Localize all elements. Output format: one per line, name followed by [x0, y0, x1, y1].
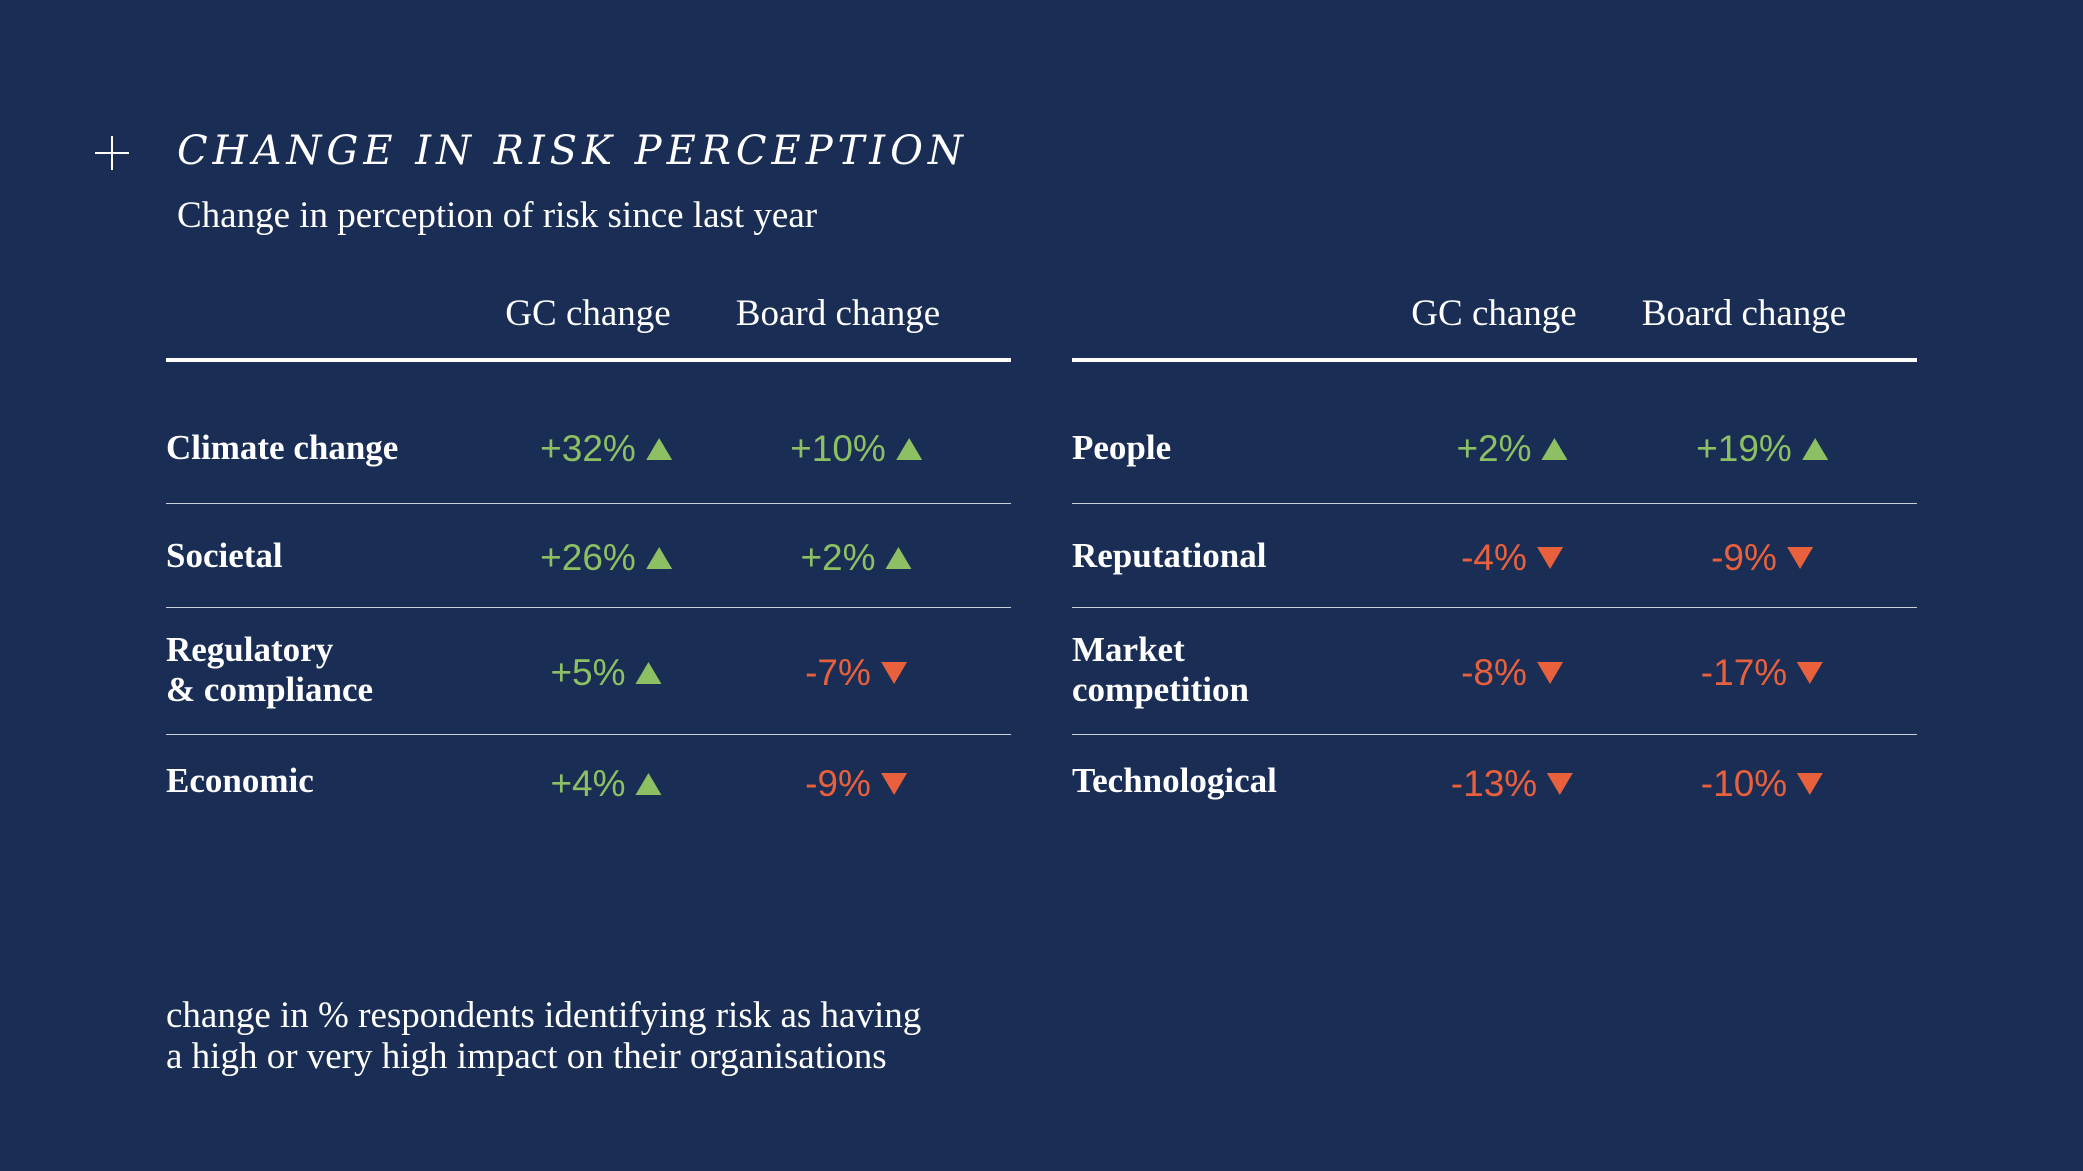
triangle-up-icon: [1541, 438, 1568, 460]
risk-label: Societal: [166, 536, 283, 576]
risk-label-line: Market: [1072, 630, 1185, 669]
risk-label: Technological: [1072, 761, 1277, 801]
board-change-text: -7%: [805, 652, 871, 693]
risk-label: Climate change: [166, 428, 398, 468]
gc-change-value: +5%: [550, 652, 662, 694]
board-change-text: +19%: [1696, 428, 1792, 469]
risk-label-line: Regulatory: [166, 630, 334, 669]
risk-label: People: [1072, 428, 1171, 468]
triangle-down-icon: [880, 662, 907, 684]
table-row: Technological -13% -10%: [1072, 735, 1917, 825]
board-change-value: +2%: [800, 537, 912, 579]
gc-change-value: -8%: [1461, 652, 1563, 694]
risk-label-line: Climate change: [166, 428, 399, 467]
board-change-value: -7%: [805, 652, 907, 694]
triangle-down-icon: [1797, 773, 1824, 795]
triangle-up-icon: [895, 438, 922, 460]
board-change-value: -9%: [805, 763, 907, 805]
footnote: change in % respondents identifying risk…: [166, 995, 1066, 1077]
table-row: Market competition -8% -17%: [1072, 608, 1917, 735]
table-header: GC change Board change: [1072, 290, 1917, 362]
gc-change-value: +4%: [550, 763, 662, 805]
triangle-up-icon: [635, 662, 662, 684]
triangle-down-icon: [1797, 662, 1824, 684]
risk-table-left: GC change Board change Climate change +32…: [166, 290, 1011, 825]
gc-change-value: +32%: [540, 428, 672, 470]
board-change-text: -10%: [1700, 763, 1788, 804]
gc-change-header: GC change: [505, 293, 671, 334]
triangle-down-icon: [1786, 547, 1813, 569]
risk-label-line: Societal: [166, 536, 283, 575]
board-change-value: -10%: [1700, 763, 1824, 805]
board-change-header: Board change: [735, 293, 941, 334]
risk-label: Reputational: [1072, 536, 1266, 576]
board-change-value: +10%: [790, 428, 922, 470]
gc-change-value: -13%: [1450, 763, 1574, 805]
triangle-up-icon: [1801, 438, 1828, 460]
gc-change-text: -4%: [1461, 537, 1527, 578]
triangle-down-icon: [1536, 662, 1563, 684]
footnote-line: change in % respondents identifying risk…: [166, 995, 922, 1036]
board-change-text: +2%: [800, 537, 876, 578]
board-change-text: -9%: [1711, 537, 1777, 578]
gc-change-value: +2%: [1456, 428, 1568, 470]
gc-change-value: +26%: [540, 537, 672, 579]
gc-change-text: -13%: [1450, 763, 1538, 804]
table-row: Regulatory & compliance +5% -7%: [166, 608, 1011, 735]
footnote-line: a high or very high impact on their orga…: [166, 1036, 887, 1077]
gc-change-text: +26%: [540, 537, 636, 578]
triangle-down-icon: [880, 773, 907, 795]
risk-label-line: People: [1072, 428, 1172, 467]
board-change-value: -9%: [1711, 537, 1813, 579]
board-change-header: Board change: [1641, 293, 1847, 334]
risk-table-right: GC change Board change People +2% +19% Repu…: [1072, 290, 1917, 825]
triangle-up-icon: [645, 438, 672, 460]
triangle-up-icon: [635, 773, 662, 795]
triangle-down-icon: [1547, 773, 1574, 795]
gc-change-text: +5%: [550, 652, 626, 693]
risk-label-line: Technological: [1072, 761, 1277, 800]
gc-change-text: -8%: [1461, 652, 1527, 693]
risk-label-line: competition: [1072, 670, 1249, 709]
table-row: Climate change +32% +10%: [166, 406, 1011, 504]
board-change-value: -17%: [1700, 652, 1824, 694]
board-change-value: +19%: [1696, 428, 1828, 470]
table-row: Reputational -4% -9%: [1072, 504, 1917, 608]
risk-label-line: Reputational: [1072, 536, 1267, 575]
table-header: GC change Board change: [166, 290, 1011, 362]
board-change-text: -9%: [805, 763, 871, 804]
risk-label: Economic: [166, 761, 314, 801]
gc-change-text: +2%: [1456, 428, 1532, 469]
board-change-text: -17%: [1700, 652, 1788, 693]
table-row: Societal +26% +2%: [166, 504, 1011, 608]
triangle-up-icon: [645, 547, 672, 569]
risk-label-line: & compliance: [166, 670, 374, 709]
board-change-text: +10%: [790, 428, 886, 469]
gc-change-value: -4%: [1461, 537, 1563, 579]
page-title: CHANGE IN RISK PERCEPTION: [177, 128, 968, 174]
gc-change-header: GC change: [1411, 293, 1577, 334]
plus-icon: [95, 136, 129, 170]
gc-change-text: +32%: [540, 428, 636, 469]
triangle-down-icon: [1536, 547, 1563, 569]
table-row: Economic +4% -9%: [166, 735, 1011, 825]
risk-label-line: Economic: [166, 761, 314, 800]
triangle-up-icon: [885, 547, 912, 569]
table-row: People +2% +19%: [1072, 406, 1917, 504]
risk-label: Market competition: [1072, 630, 1249, 710]
risk-label: Regulatory & compliance: [166, 630, 373, 710]
gc-change-text: +4%: [550, 763, 626, 804]
page-subtitle: Change in perception of risk since last …: [177, 195, 818, 236]
